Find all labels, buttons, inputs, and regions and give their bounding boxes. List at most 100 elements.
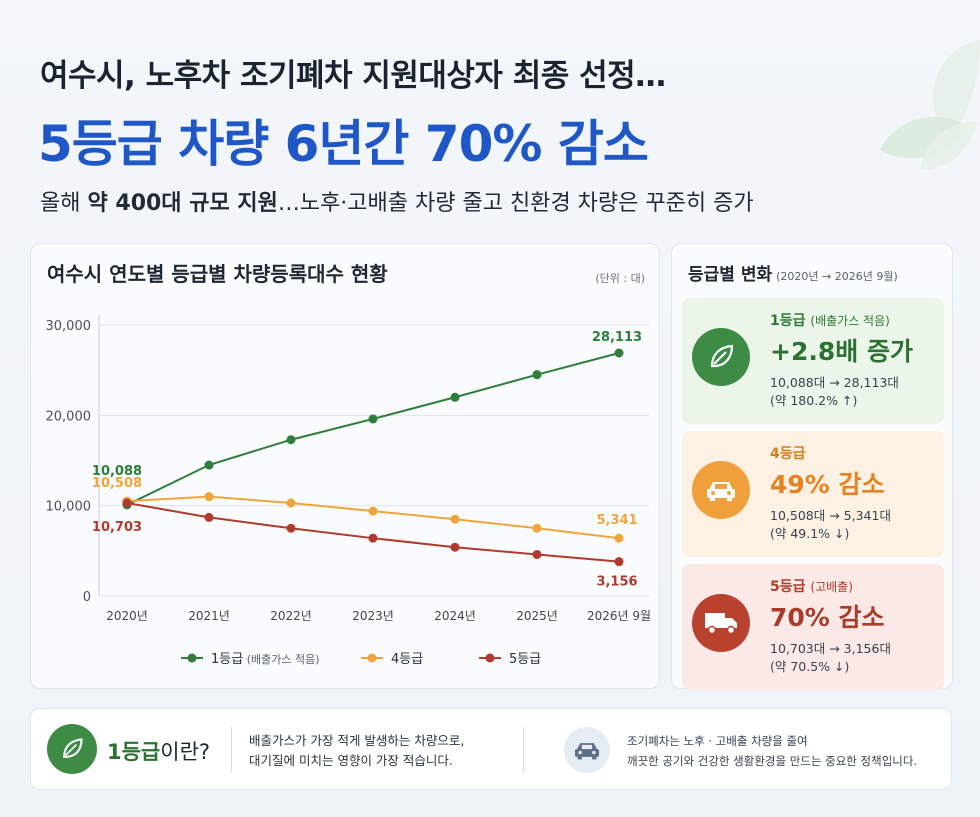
card-change: 70% 감소: [770, 603, 885, 632]
card-grade-name: 4등급: [770, 446, 806, 462]
x-tick-label: 2023년: [352, 609, 394, 623]
data-point: [532, 370, 542, 380]
card-pct: (약 180.2% ↑): [770, 393, 858, 408]
series-line-1등급: [126, 352, 620, 506]
subheadline-pre: 올해: [40, 191, 88, 216]
car-icon: [564, 727, 610, 773]
divider: [523, 727, 524, 773]
legend-marker: [485, 653, 495, 663]
card-range: 10,508대 → 5,341대: [770, 508, 891, 523]
side-title-period: (2020년 → 2026년 9월): [776, 270, 898, 283]
x-tick-label: 2022년: [270, 609, 312, 623]
card-detail: 10,703대 → 3,156대 (약 70.5% ↓): [770, 640, 891, 676]
card-grade-4: 4등급 49% 감소 10,508대 → 5,341대 (약 49.1% ↓): [682, 431, 944, 557]
data-label: 10,088: [92, 464, 142, 479]
card-change: 49% 감소: [770, 470, 885, 499]
subheadline-bold: 약 400대 규모 지원: [87, 191, 278, 216]
card-range: 10,703대 → 3,156대: [770, 641, 891, 656]
data-point: [286, 523, 296, 533]
card-change: +2.8배 증가: [770, 337, 913, 366]
data-point: [204, 512, 214, 522]
subheadline-post: …노후·고배출 차량 줄고 친환경 차량은 꾸준히 증가: [277, 191, 754, 216]
legend-label: 5등급: [509, 652, 541, 667]
data-point: [204, 460, 214, 470]
legend-label: 4등급: [391, 652, 423, 667]
info-title-bold: 1등급: [107, 740, 161, 764]
data-point: [368, 533, 378, 543]
x-tick-label: 2026년 9월: [587, 609, 651, 623]
data-point: [286, 498, 296, 508]
info-desc-line: 대기질에 미치는 영향이 가장 적습니다.: [249, 753, 453, 768]
info-desc-grade1: 배출가스가 가장 적게 발생하는 차량으로, 대기질에 미치는 영향이 가장 적습…: [249, 731, 464, 771]
data-label: 5,341: [596, 513, 637, 528]
grade-change-panel: 등급별 변화 (2020년 → 2026년 9월) 1등급 (배출가스 적음) +…: [671, 243, 953, 690]
leaf-icon: [692, 328, 750, 386]
data-point: [368, 414, 378, 424]
y-tick-label: 20,000: [46, 409, 92, 424]
data-point: [614, 533, 624, 543]
x-tick-label: 2024년: [434, 609, 476, 623]
legend-marker: [367, 653, 377, 663]
decorative-leaves: [880, 40, 980, 170]
card-grade-label: 1등급 (배출가스 적음): [770, 310, 890, 330]
data-point: [532, 549, 542, 559]
card-grade-1: 1등급 (배출가스 적음) +2.8배 증가 10,088대 → 28,113대…: [682, 298, 944, 424]
info-panel: 1등급이란? 배출가스가 가장 적게 발생하는 차량으로, 대기질에 미치는 영향…: [30, 708, 952, 790]
chart-title: 여수시 연도별 등급별 차량등록대수 현황: [47, 262, 388, 286]
data-point: [368, 506, 378, 516]
subheadline: 올해 약 400대 규모 지원…노후·고배출 차량 줄고 친환경 차량은 꾸준히…: [40, 185, 754, 217]
data-point: [614, 557, 624, 567]
info-desc-line: 조기폐차는 노후 · 고배출 차량을 줄여: [627, 734, 808, 748]
card-pct: (약 70.5% ↓): [770, 659, 850, 674]
info-title-rest: 이란?: [160, 740, 211, 764]
data-point: [450, 392, 460, 402]
card-grade-note: (고배출): [810, 580, 853, 594]
side-title: 등급별 변화 (2020년 → 2026년 9월): [688, 260, 898, 285]
chart-panel: 여수시 연도별 등급별 차량등록대수 현황 (단위 : 대) 0 10,000 20…: [30, 243, 660, 689]
y-tick-label: 30,000: [46, 319, 92, 334]
info-desc-line: 배출가스가 가장 적게 발생하는 차량으로,: [249, 733, 465, 748]
truck-icon: [692, 594, 750, 652]
y-tick-label: 0: [83, 590, 91, 605]
data-point: [532, 523, 542, 533]
x-tick-label: 2021년: [188, 609, 230, 623]
legend-marker: [187, 653, 197, 663]
headline: 여수시, 노후차 조기폐차 지원대상자 최종 선정…: [40, 58, 666, 94]
data-point: [122, 498, 132, 508]
data-label: 10,508: [92, 476, 142, 491]
data-label: 10,703: [92, 520, 142, 535]
data-label: 3,156: [596, 575, 637, 590]
card-grade-name: 1등급: [770, 313, 806, 329]
side-title-label: 등급별 변화: [688, 265, 773, 285]
card-grade-label: 5등급 (고배출): [770, 576, 853, 596]
data-label: 28,113: [592, 330, 642, 345]
legend-label: 1등급 (배출가스 적음): [211, 652, 320, 667]
card-range: 10,088대 → 28,113대: [770, 375, 899, 390]
headline-highlight: 5등급 차량 6년간 70% 감소: [38, 115, 649, 173]
data-point: [450, 542, 460, 552]
card-grade-note: (배출가스 적음): [810, 314, 890, 328]
line-chart: 0 10,000 20,000 30,000 2020년 2021년 2022년 2023년 2…: [46, 315, 651, 667]
x-tick-label: 2020년: [106, 609, 148, 623]
data-point: [286, 435, 296, 445]
data-point: [450, 514, 460, 524]
car-icon: [692, 461, 750, 519]
card-detail: 10,508대 → 5,341대 (약 49.1% ↓): [770, 507, 891, 543]
leaf-icon: [47, 724, 97, 774]
card-grade-label: 4등급: [770, 443, 806, 463]
card-grade-name: 5등급: [770, 579, 806, 595]
chart-unit: (단위 : 대): [595, 272, 645, 285]
data-point: [204, 492, 214, 502]
info-title: 1등급이란?: [107, 736, 210, 766]
card-pct: (약 49.1% ↓): [770, 526, 850, 541]
divider: [231, 727, 232, 773]
y-tick-label: 10,000: [46, 500, 92, 515]
card-grade-5: 5등급 (고배출) 70% 감소 10,703대 → 3,156대 (약 70.5…: [682, 564, 944, 690]
x-tick-label: 2025년: [516, 609, 558, 623]
data-point: [614, 348, 624, 358]
card-detail: 10,088대 → 28,113대 (약 180.2% ↑): [770, 374, 899, 410]
legend-note: (배출가스 적음): [243, 653, 319, 666]
series-line-4등급: [126, 495, 620, 540]
info-desc-line: 깨끗한 공기와 건강한 생활환경을 만드는 중요한 정책입니다.: [627, 754, 918, 768]
